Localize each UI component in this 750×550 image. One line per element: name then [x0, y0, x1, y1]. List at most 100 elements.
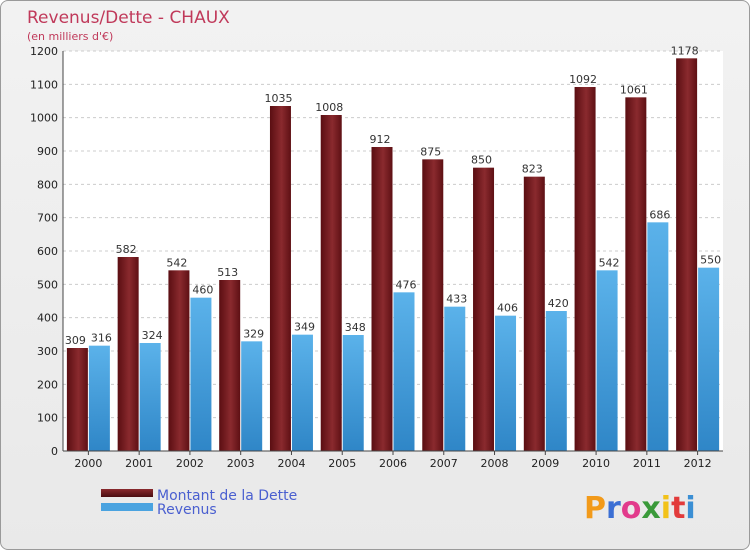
y-tick-label: 200 [37, 378, 58, 391]
bar-dette [219, 280, 241, 451]
bar-dette [168, 270, 190, 451]
x-tick-label: 2011 [633, 457, 661, 470]
y-tick-label: 500 [37, 278, 58, 291]
bar-revenus [342, 335, 364, 451]
data-labels: 309 316 582 324 542 460 513 329 1035 349 1008 348 91… [65, 44, 721, 347]
bar-dette [320, 115, 342, 451]
data-label: 686 [649, 208, 670, 221]
legend-label-debt: Montant de la Dette [157, 488, 297, 504]
y-tick-label: 0 [51, 445, 58, 458]
bar-dette [523, 176, 545, 451]
x-tick-label: 2005 [328, 457, 356, 470]
bar-revenus [190, 297, 212, 451]
y-tick-label: 800 [37, 178, 58, 191]
logo-letter: P [584, 491, 606, 526]
chart-subtitle: (en milliers d'€) [27, 30, 113, 43]
bar-dette [625, 97, 647, 451]
legend-swatch-revenus [101, 503, 153, 511]
x-tick-label: 2001 [125, 457, 153, 470]
bar-dette [422, 159, 444, 452]
x-tick-label: 2007 [430, 457, 458, 470]
data-label: 460 [192, 284, 213, 297]
bar-dette [117, 257, 139, 451]
bar-revenus [139, 343, 161, 451]
y-tick-label: 600 [37, 245, 58, 258]
data-label: 1092 [569, 73, 597, 86]
data-label: 1035 [264, 92, 292, 105]
data-label: 1178 [671, 44, 699, 57]
chart-title: Revenus/Dette - CHAUX [27, 8, 230, 28]
data-label: 1008 [315, 101, 343, 114]
bar-revenus [291, 334, 313, 451]
grid [63, 50, 723, 452]
data-label: 406 [497, 302, 518, 315]
legend-swatch-debt [101, 489, 153, 497]
data-label: 433 [446, 293, 467, 306]
logo-letter: r [606, 491, 621, 526]
bar-dette [574, 87, 596, 451]
data-label: 316 [91, 332, 112, 345]
logo-letter: x [641, 491, 660, 526]
data-label: 850 [471, 154, 492, 167]
x-tick-label: 2009 [531, 457, 559, 470]
x-tick-label: 2006 [379, 457, 407, 470]
y-axis: 0 100 200 300 400 500 600 700 800 900 1000 1100 1200 [30, 45, 64, 458]
y-tick-label: 1100 [30, 78, 58, 91]
x-tick-label: 2012 [684, 457, 712, 470]
data-label: 542 [599, 256, 620, 269]
x-tick-label: 2000 [74, 457, 102, 470]
x-tick-label: 2002 [176, 457, 204, 470]
x-tick-label: 2010 [582, 457, 610, 470]
x-tick-label: 2008 [481, 457, 509, 470]
bar-dette [676, 58, 698, 451]
bar-revenus [241, 341, 263, 451]
x-tick-label: 2003 [227, 457, 255, 470]
bars [66, 58, 720, 452]
data-label: 550 [700, 254, 721, 267]
y-tick-label: 100 [37, 412, 58, 425]
y-tick-label: 900 [37, 145, 58, 158]
bar-revenus [545, 311, 567, 451]
y-tick-label: 400 [37, 312, 58, 325]
bar-revenus [647, 222, 669, 451]
data-label: 513 [217, 266, 238, 279]
bar-dette [269, 106, 291, 451]
data-label: 476 [396, 278, 417, 291]
bar-revenus [444, 306, 466, 451]
y-tick-label: 300 [37, 345, 58, 358]
bar-revenus [596, 270, 618, 451]
logo-letter: i [661, 491, 671, 526]
data-label: 324 [142, 329, 163, 342]
bar-revenus [393, 292, 415, 451]
y-tick-label: 700 [37, 212, 58, 225]
data-label: 582 [116, 243, 137, 256]
legend: Montant de la Dette Revenus [101, 488, 297, 518]
legend-label-revenus: Revenus [157, 502, 217, 518]
data-label: 348 [345, 321, 366, 334]
bar-revenus [88, 345, 110, 451]
data-label: 309 [65, 334, 86, 347]
x-tick-label: 2004 [277, 457, 305, 470]
data-label: 349 [294, 321, 315, 334]
x-axis: 2000 2001 2002 2003 2004 2005 2006 2007 2008 2009… [63, 450, 723, 470]
logo-letter: t [671, 491, 685, 526]
proxiti-logo: Proxiti [584, 491, 696, 526]
data-label: 542 [166, 256, 187, 269]
data-label: 823 [522, 163, 543, 176]
data-label: 912 [370, 133, 391, 146]
y-tick-label: 1000 [30, 112, 58, 125]
data-label: 1061 [620, 83, 648, 96]
data-label: 420 [548, 297, 569, 310]
bar-dette [371, 147, 393, 451]
data-label: 875 [420, 145, 441, 158]
bar-dette [66, 348, 88, 451]
bar-revenus [495, 315, 517, 451]
bar-revenus [698, 267, 720, 451]
bar-dette [473, 167, 495, 451]
logo-letter: i [685, 491, 695, 526]
y-tick-label: 1200 [30, 45, 58, 58]
data-label: 329 [243, 327, 264, 340]
logo-letter: o [621, 491, 642, 526]
